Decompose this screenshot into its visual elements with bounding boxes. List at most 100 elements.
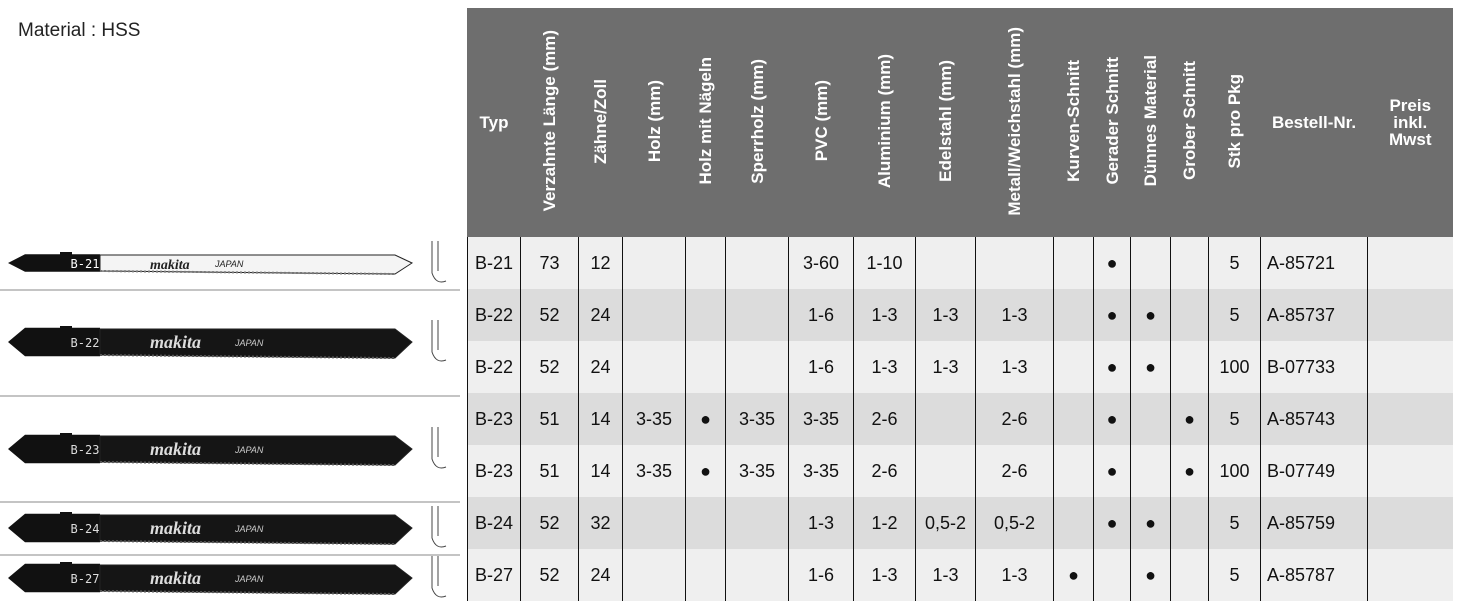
column-header-text: Grober Schnitt: [1180, 61, 1199, 181]
cut-icon: [431, 427, 447, 469]
table-cell: 100: [1208, 341, 1261, 393]
blade-shank: [8, 433, 100, 464]
table-cell: [622, 341, 686, 393]
table-cell: 51: [520, 445, 579, 497]
table-cell: B-24: [467, 497, 521, 549]
column-header: PVC (mm): [788, 8, 854, 237]
column-header: Zähne/Zoll: [578, 8, 623, 237]
table-cell: 1-3: [788, 497, 854, 549]
table-cell: [1367, 237, 1453, 289]
table-cell: [915, 237, 976, 289]
column-header: Typ: [467, 8, 521, 237]
table-cell: [622, 549, 686, 601]
column-header-text: Metall/Weichstahl (mm): [1005, 26, 1024, 216]
column-header-text: Verzahnte Länge (mm): [540, 30, 559, 212]
column-header-text: Zähne/Zoll: [591, 78, 610, 164]
table-cell: ●: [1093, 341, 1131, 393]
table-cell: ●: [685, 393, 726, 445]
table-cell: B-22: [467, 341, 521, 393]
material-label: Material : HSS: [18, 20, 141, 41]
column-header: Holz mit Nägeln: [685, 8, 726, 237]
blade-teeth: [99, 540, 396, 545]
table-cell: 1-2: [853, 497, 916, 549]
table-cell: 3-35: [725, 393, 789, 445]
table-row: B-27 52 24 1-6 1-3 1-3 1-3 ● ● 5 A-85787: [467, 549, 1453, 601]
table-cell: 52: [520, 549, 579, 601]
table-cell: B-22: [467, 289, 521, 341]
table-cell: A-85743: [1260, 393, 1368, 445]
column-header: Dünnes Material: [1130, 8, 1171, 237]
table-cell: 1-3: [915, 549, 976, 601]
table-cell: 14: [578, 393, 623, 445]
table-cell: A-85759: [1260, 497, 1368, 549]
cut-icon: [431, 241, 447, 283]
blade-origin: JAPAN: [234, 445, 264, 455]
table-cell: 1-3: [853, 549, 916, 601]
table-cell: 1-6: [788, 549, 854, 601]
column-header-text: Typ: [479, 113, 509, 132]
table-cell: 14: [578, 445, 623, 497]
blade-code: B-27: [71, 572, 100, 586]
table-cell: [1170, 289, 1209, 341]
table-cell: B-07749: [1260, 445, 1368, 497]
table-cell: 2-6: [975, 445, 1054, 497]
table-cell: 3-35: [788, 393, 854, 445]
blade: B-21 makita JAPAN: [8, 241, 447, 283]
table-cell: 3-35: [622, 445, 686, 497]
table-cell: ●: [1130, 549, 1171, 601]
blade-brand: makita: [150, 568, 201, 588]
table-row: B-21 73 12 3-60 1-10 ● 5 A-85721: [467, 237, 1453, 289]
table-cell: 24: [578, 289, 623, 341]
table-cell: 1-3: [975, 289, 1054, 341]
table-cell: [685, 237, 726, 289]
table-cell: ●: [1093, 393, 1131, 445]
table-cell: 73: [520, 237, 579, 289]
table-cell: B-07733: [1260, 341, 1368, 393]
blade-code: B-23: [71, 443, 100, 457]
table-cell: [622, 497, 686, 549]
table-cell: [1367, 341, 1453, 393]
table-cell: [1170, 341, 1209, 393]
table-cell: 3-35: [788, 445, 854, 497]
table-cell: ●: [1170, 445, 1209, 497]
blade-body: [99, 328, 413, 359]
blade-origin: JAPAN: [234, 524, 264, 534]
table-cell: ●: [1130, 341, 1171, 393]
column-header: Edelstahl (mm): [915, 8, 976, 237]
blade-brand: makita: [150, 439, 201, 459]
blade-body: [99, 564, 413, 595]
table-cell: [1053, 289, 1094, 341]
table-cell: 52: [520, 497, 579, 549]
blade-code: B-22: [71, 336, 100, 350]
table-cell: [622, 237, 686, 289]
table-row: B-24 52 32 1-3 1-2 0,5-2 0,5-2 ● ● 5 A-85759: [467, 497, 1453, 549]
table-cell: ●: [1093, 237, 1131, 289]
column-header-text: Aluminium (mm): [875, 53, 894, 189]
table-cell: 1-3: [975, 549, 1054, 601]
column-header: Sperrholz (mm): [725, 8, 789, 237]
column-header: Grober Schnitt: [1170, 8, 1209, 237]
table-cell: A-85787: [1260, 549, 1368, 601]
blade-teeth: [99, 270, 396, 275]
header-row: Typ Verzahnte Länge (mm) Zähne/Zoll Holz (m…: [467, 8, 1453, 237]
table-cell: 52: [520, 289, 579, 341]
table-cell: [915, 393, 976, 445]
blade-code: B-24: [71, 522, 100, 536]
table-cell: [1053, 393, 1094, 445]
table-cell: ●: [685, 445, 726, 497]
table-row: B-23 51 14 3-35 ● 3-35 3-35 2-6 2-6 ● ● 100 B-07749: [467, 445, 1453, 497]
column-header-text: Preis inkl. Mwst: [1389, 96, 1432, 149]
table-cell: 24: [578, 341, 623, 393]
table-cell: 1-10: [853, 237, 916, 289]
table-cell: ●: [1093, 497, 1131, 549]
blade-body: [99, 514, 413, 545]
blade-body: [99, 254, 414, 275]
table-cell: 5: [1208, 549, 1261, 601]
table-cell: 2-6: [975, 393, 1054, 445]
table-cell: [1367, 393, 1453, 445]
table-cell: 0,5-2: [975, 497, 1054, 549]
column-header: Holz (mm): [622, 8, 686, 237]
table-cell: 1-3: [853, 341, 916, 393]
table-cell: [1053, 341, 1094, 393]
column-header-text: Gerader Schnitt: [1102, 57, 1122, 185]
